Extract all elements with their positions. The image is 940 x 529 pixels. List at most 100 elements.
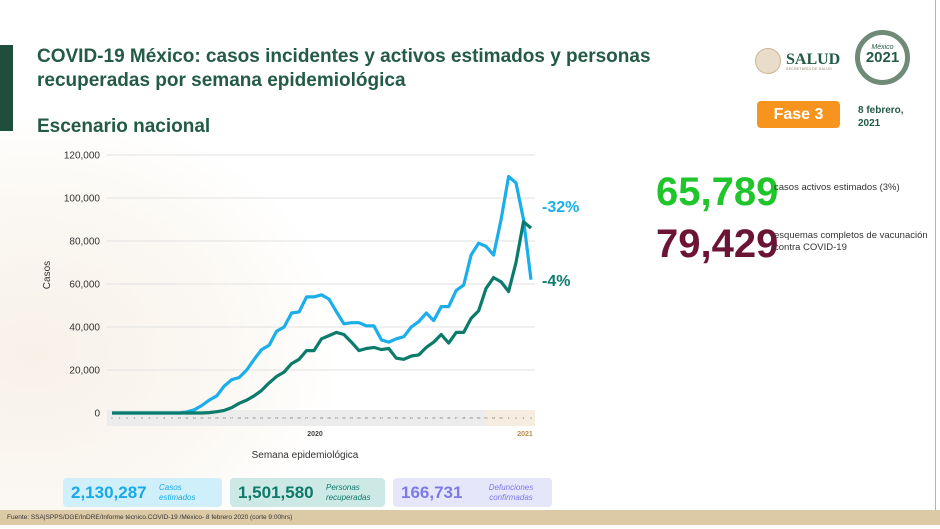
x-axis-band (107, 410, 535, 426)
report-date: 8 febrero, 2021 (858, 105, 904, 129)
x-tick-label: 19 (245, 416, 249, 420)
series-1-change-label: -32% (542, 199, 579, 216)
x-tick-label: 3 (126, 416, 128, 420)
x-tick-label: 43 (425, 416, 429, 420)
x-tick-label: 45 (440, 416, 444, 420)
x-tick-label: 18 (238, 416, 242, 420)
x-tick-label: 2 (515, 416, 517, 420)
card-label: Defunciones confirmadas (488, 482, 534, 502)
x-tick-label: 25 (290, 416, 294, 420)
x-tick-label: 10 (178, 416, 182, 420)
x-tick-label: 26 (297, 416, 301, 420)
x-tick-label: 11 (185, 416, 188, 420)
x-tick-label: 37 (380, 416, 384, 420)
x-axis-title: Semana epidemiológica (252, 450, 359, 461)
card-value: 166,731 (401, 482, 463, 502)
x-tick-label: 12 (193, 416, 197, 420)
salud-logo: SALUD SECRETARÍA DE SALUD (755, 48, 840, 74)
y-tick-label: 40,000 (69, 323, 100, 334)
vaccination-label: esquemas completos de vacunación contra … (774, 230, 928, 253)
x-tick-label: 1 (111, 416, 113, 420)
x-tick-label: 35 (365, 416, 369, 420)
line-chart: 020,00040,00060,00080,000100,000120,000 … (42, 151, 579, 462)
x-tick-label: 22 (267, 416, 271, 420)
card-label: Casos estimados (159, 482, 196, 502)
x-tick-label: 28 (312, 416, 316, 420)
x-tick-label: 38 (387, 416, 391, 420)
year-label-2021: 2021 (517, 431, 533, 438)
x-tick-label: 27 (305, 416, 309, 420)
x-tick-label: 6 (149, 416, 151, 420)
card-deaths: 166,731 Defunciones confirmadas (393, 478, 552, 507)
x-tick-label: 2 (119, 416, 121, 420)
y-tick-label: 120,000 (64, 151, 101, 162)
year-label-2020: 2020 (307, 431, 323, 438)
series-line-2 (112, 220, 533, 415)
x-tick-label: 20 (252, 416, 256, 420)
y-axis-title: Casos (42, 261, 53, 289)
page-title: COVID-19 México: casos incidentes y acti… (37, 46, 651, 91)
x-tick-label: 48 (462, 416, 466, 420)
x-tick-label: 32 (342, 416, 346, 420)
x-tick-label: 24 (282, 416, 286, 420)
x-tick-label: 9 (171, 416, 173, 420)
x-tick-label: 23 (275, 416, 279, 420)
vaccination-value: 79,429 (656, 222, 779, 266)
x-tick-label: 4 (134, 416, 136, 420)
x-tick-label: 39 (395, 416, 399, 420)
x-tick-label: 5 (141, 416, 143, 420)
active-cases-label: casos activos estimados (3%) (774, 182, 900, 193)
accent-bar (0, 45, 13, 131)
card-recovered: 1,501,580 Personas recuperadas (230, 478, 385, 507)
y-tick-label: 0 (94, 409, 100, 420)
x-tick-label: 17 (230, 416, 234, 420)
card-estimated-cases: 2,130,287 Casos estimados (63, 478, 222, 507)
x-tick-label: 4 (530, 416, 532, 420)
x-tick-label: 42 (417, 416, 421, 420)
x-tick-label: 3 (523, 416, 525, 420)
x-tick-label: 8 (164, 416, 166, 420)
x-tick-label: 31 (335, 416, 339, 420)
logo-2021-year: 2021 (865, 49, 900, 66)
x-tick-label: 53 (499, 416, 503, 420)
x-tick-label: 41 (410, 416, 414, 420)
y-tick-label: 100,000 (64, 194, 101, 205)
x-tick-label: 1 (508, 416, 510, 420)
x-tick-label: 21 (260, 416, 264, 420)
x-tick-label: 40 (402, 416, 406, 420)
salud-logo-text: SALUD (786, 50, 841, 68)
source-footer: Fuente: SSA|SPPS/DGE/InDRE/Informe técni… (0, 510, 940, 525)
salud-logo-subtext: SECRETARÍA DE SALUD (786, 66, 833, 71)
y-tick-label: 80,000 (69, 237, 100, 248)
x-tick-label: 44 (432, 416, 436, 420)
card-label: Personas recuperadas (326, 482, 371, 502)
x-axis-band-2021 (485, 410, 535, 426)
phase-badge: Fase 3 (757, 101, 840, 128)
active-cases-value: 65,789 (656, 170, 779, 214)
x-tick-label: 33 (350, 416, 354, 420)
x-tick-label: 13 (200, 416, 204, 420)
x-tick-label: 30 (327, 416, 331, 420)
series-2-change-label: -4% (542, 273, 570, 290)
x-tick-label: 7 (156, 416, 158, 420)
y-tick-label: 60,000 (69, 280, 100, 291)
x-tick-label: 52 (492, 416, 496, 420)
card-value: 2,130,287 (71, 482, 147, 502)
x-tick-label: 15 (215, 416, 219, 420)
y-tick-label: 20,000 (69, 366, 100, 377)
logo-2021-top: México (871, 44, 894, 51)
x-tick-label: 34 (357, 416, 361, 420)
x-tick-label: 14 (208, 416, 212, 420)
x-tick-label: 46 (447, 416, 451, 420)
x-tick-label: 47 (455, 416, 459, 420)
x-tick-label: 51 (484, 416, 488, 420)
page-subtitle: Escenario nacional (37, 116, 211, 137)
card-value: 1,501,580 (238, 482, 314, 502)
x-tick-label: 29 (320, 416, 324, 420)
x-tick-label: 36 (372, 416, 376, 420)
x-tick-label: 50 (477, 416, 481, 420)
seal-icon (755, 48, 781, 74)
background-pattern (0, 120, 330, 510)
slide-border (935, 0, 936, 510)
x-tick-label: 49 (469, 416, 473, 420)
